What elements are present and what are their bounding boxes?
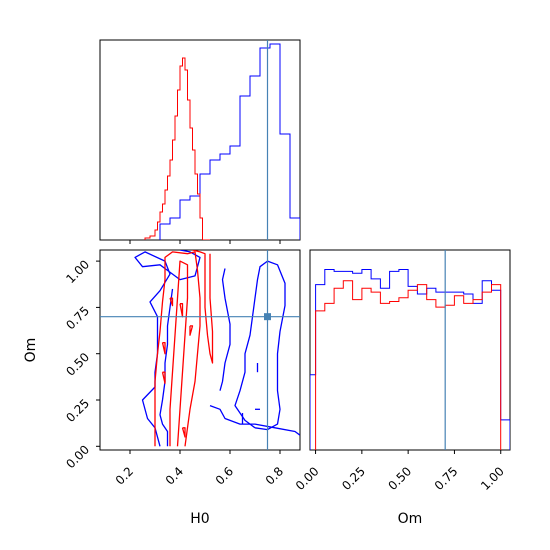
om-ytick-label-0: 0.00 (63, 443, 92, 472)
h0-marginal-ticks (129, 240, 281, 244)
om-hist-blue-series (310, 269, 510, 450)
om-xtick-label-1: 0.25 (339, 464, 368, 493)
om-ytick-label-3: 0.75 (63, 304, 92, 333)
h0-marginal-panel (99, 39, 301, 244)
h0-xtick-label-0: 0.2 (113, 464, 136, 487)
h0-om-contour-panel: 0.2 0.4 0.6 0.8 0.00 0.25 0.50 0.75 1.00 H0 Om (23, 249, 301, 527)
contour-red-level-4 (161, 371, 166, 384)
contour-red-level-1 (169, 260, 189, 447)
om-ytick-label-4: 1.00 (63, 257, 92, 286)
h0-hist-blue-series (159, 43, 300, 240)
om-hist-red-series (315, 280, 502, 450)
contour-red-level-5 (161, 341, 166, 355)
h0-xtick-label-1: 0.4 (163, 464, 186, 487)
om-xtick-label-4: 1.00 (478, 464, 507, 493)
om-marginal-frame (309, 249, 511, 451)
om-marginal-ticks: 0.00 0.25 0.50 0.75 1.00 (293, 450, 507, 493)
contour-red-level-2 (192, 250, 214, 364)
contour-blue-level-4 (219, 268, 231, 391)
contour-red-level-0 (154, 251, 201, 447)
contour-red-level-8 (189, 325, 194, 336)
contour-red-level-6 (169, 297, 174, 307)
h0-om-contour-frame (99, 249, 301, 451)
om-marginal-plot-area (310, 250, 510, 450)
om-axis-label-bottom: Om (398, 511, 423, 527)
om-marginal-panel: 0.00 0.25 0.50 0.75 1.00 Om (293, 249, 511, 527)
contour-red-level-7 (179, 303, 184, 318)
om-axis-label-left: Om (23, 338, 39, 363)
om-ytick-label-1: 0.25 (63, 396, 92, 425)
h0-xtick-label-3: 0.8 (263, 464, 286, 487)
contour-blue-level-0 (134, 250, 201, 447)
h0-xtick-label-2: 0.6 (213, 464, 236, 487)
om-xtick-label-2: 0.50 (385, 464, 414, 493)
om-xtick-label-3: 0.75 (432, 464, 461, 493)
truth-marker (264, 313, 271, 321)
om-ytick-label-2: 0.50 (63, 350, 92, 379)
om-xtick-label-0: 0.00 (293, 464, 322, 493)
contour-red-level-3 (181, 427, 186, 438)
h0-axis-label: H0 (190, 511, 209, 527)
contour-blue-level-3 (209, 404, 300, 436)
h0-hist-red-series (144, 57, 210, 240)
h0-marginal-plot-area (144, 40, 300, 240)
h0-om-contour-plot-area (100, 250, 300, 450)
